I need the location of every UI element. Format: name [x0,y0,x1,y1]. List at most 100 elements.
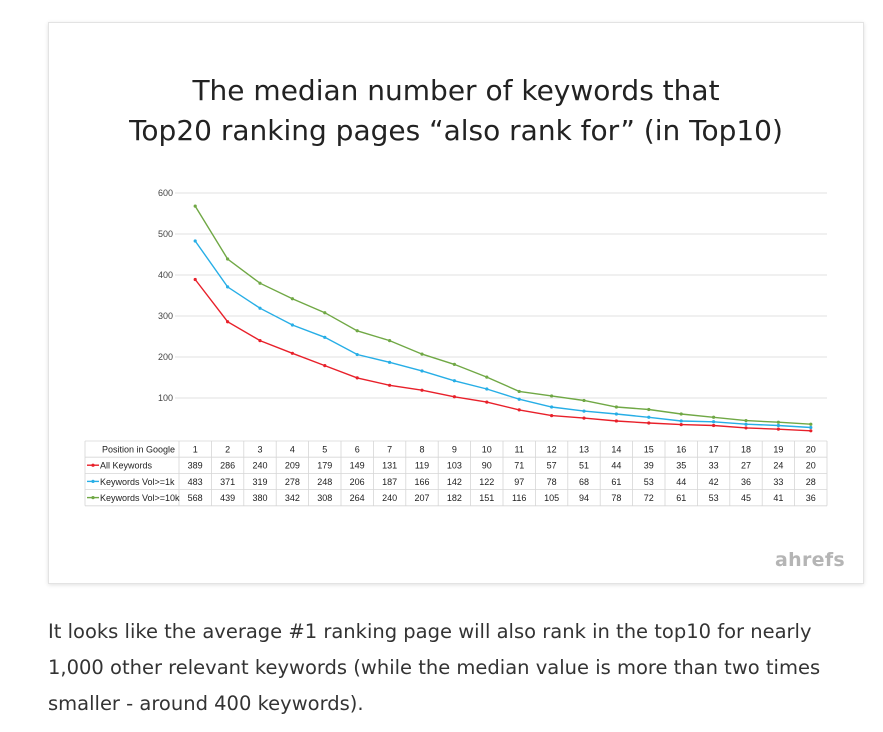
data-point-s2-8 [420,352,424,356]
data-point-s2-1 [193,204,197,208]
data-point-s1-8 [420,369,424,373]
data-point-s1-11 [517,397,521,401]
table-cell-s0-13: 51 [579,461,589,471]
data-point-s0-17 [712,423,716,428]
table-cell-s0-17: 33 [709,461,719,471]
series-line-1 [194,240,811,429]
table-cell-s0-12: 57 [547,461,557,471]
data-point-s2-11 [517,389,521,394]
data-point-s0-6 [355,376,359,380]
data-point-s2-7 [388,339,392,343]
table-cell-s0-4: 209 [285,461,300,471]
data-point-s1-18 [744,422,748,426]
table-cell-s0-16: 35 [676,461,686,471]
data-point-s1-4 [290,323,294,327]
table-cell-s0-10: 90 [482,461,492,471]
data-point-s0-14 [614,419,619,423]
table-cell-s1-7: 187 [382,477,397,487]
data-point-s2-17 [712,415,716,419]
table-header-label: Position in Google [102,445,175,455]
table-cell-s1-18: 36 [741,477,751,487]
data-point-s1-19 [776,423,781,428]
article-paragraph: It looks like the average #1 ranking pag… [48,614,848,722]
table-cell-s0-3: 240 [252,461,267,471]
table-header-position-11: 11 [515,445,524,455]
data-point-s0-9 [452,395,456,399]
table-cell-s2-18: 45 [741,493,751,503]
chart-card: The median number of keywords that Top20… [48,22,864,584]
data-point-s0-15 [647,421,651,425]
data-point-s0-1 [193,277,197,282]
data-point-s0-2 [226,320,230,324]
table-cell-s2-1: 568 [188,493,203,503]
data-point-s1-20 [809,425,813,430]
table-header-position-3: 3 [257,445,262,455]
table-cell-s1-11: 97 [514,477,524,487]
data-point-s1-12 [550,405,554,409]
data-point-s0-5 [323,364,327,368]
chart-title: The median number of keywords that Top20… [49,71,863,151]
table-cell-s2-19: 41 [773,493,783,503]
data-point-s2-16 [679,412,683,416]
table-header-position-1: 1 [193,445,198,455]
table-cell-s1-15: 53 [644,477,654,487]
table-cell-s0-6: 149 [350,461,365,471]
data-point-s2-12 [550,394,554,398]
table-cell-s2-17: 53 [709,493,719,503]
table-header-position-20: 20 [806,445,816,455]
data-point-s1-5 [323,335,327,339]
data-point-s0-16 [679,423,683,427]
chart-title-line-2: Top20 ranking pages “also rank for” (in … [129,114,783,147]
data-point-s1-3 [258,306,262,310]
series-line-0 [194,279,811,432]
legend-marker-2 [91,496,95,500]
y-tick-label-600: 600 [158,188,173,198]
table-cell-s0-2: 286 [220,461,235,471]
data-point-s0-3 [258,339,262,343]
legend-marker-0 [91,463,95,467]
table-header-position-10: 10 [482,445,492,455]
data-point-s1-2 [226,285,230,289]
table-cell-s2-2: 439 [220,493,235,503]
table-header-position-14: 14 [611,445,621,455]
table-cell-s0-18: 27 [741,461,751,471]
data-point-s1-7 [388,360,392,364]
table-cell-s0-1: 389 [188,461,203,471]
table-cell-s1-9: 142 [447,477,462,487]
table-cell-s0-11: 71 [514,461,524,471]
table-cell-s0-19: 24 [773,461,783,471]
data-point-s2-2 [226,257,230,261]
table-cell-s1-12: 78 [547,477,557,487]
table-cell-s1-17: 42 [709,477,719,487]
table-cell-s2-13: 94 [579,493,589,503]
data-point-s0-13 [582,416,586,420]
table-header-position-12: 12 [547,445,557,455]
data-point-s1-14 [614,412,619,416]
y-tick-label-400: 400 [158,270,173,280]
data-point-s2-3 [258,281,262,285]
data-point-s1-1 [193,239,197,243]
series-line-2 [194,205,811,425]
table-cell-s1-16: 44 [676,477,686,487]
table-cell-s0-20: 20 [806,461,816,471]
y-tick-label-100: 100 [158,393,173,403]
table-cell-s2-15: 72 [644,493,654,503]
table-cell-s0-9: 103 [447,461,462,471]
table-header-position-2: 2 [225,445,230,455]
table-cell-s2-8: 207 [414,493,429,503]
table-cell-s2-6: 264 [350,493,365,503]
table-cell-s2-16: 61 [676,493,686,503]
table-cell-s2-10: 151 [479,493,494,503]
table-header-position-15: 15 [644,445,654,455]
data-point-s1-16 [679,419,683,423]
data-point-s0-7 [388,383,392,387]
table-cell-s0-7: 131 [382,461,397,471]
legend-label-1: Keywords Vol>=1k [100,477,175,487]
table-cell-s2-20: 36 [806,493,816,503]
table-cell-s1-19: 33 [773,477,783,487]
ahrefs-watermark: ahrefs [775,549,845,571]
data-point-s0-10 [485,400,489,404]
table-cell-s2-7: 240 [382,493,397,503]
legend-label-0: All Keywords [100,461,153,471]
